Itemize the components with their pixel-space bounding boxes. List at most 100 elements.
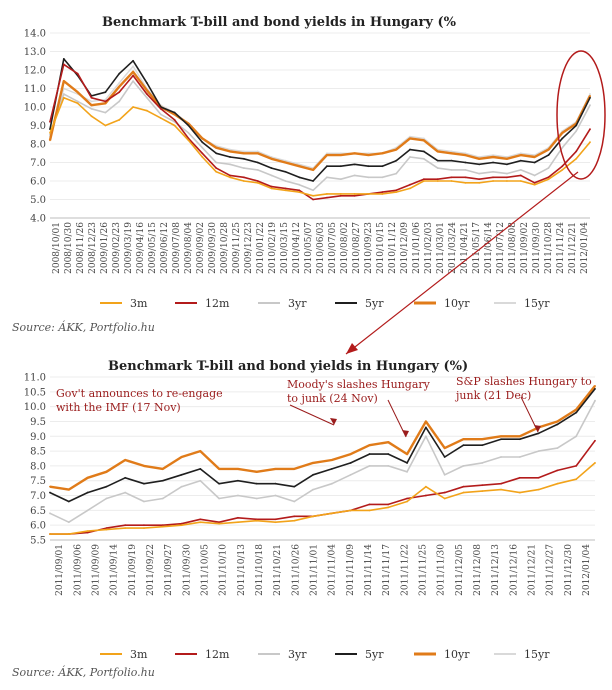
y-tick-label: 14.0	[24, 29, 46, 40]
data-point-12m	[443, 491, 446, 494]
data-point-12m	[62, 63, 65, 66]
data-point-3m	[242, 180, 245, 182]
data-point-3m	[367, 193, 370, 195]
data-point-5yr	[86, 491, 89, 494]
y-tick-label: 10.5	[24, 387, 46, 398]
top-chart-title: Benchmark T-bill and bond yields in Hung…	[102, 15, 457, 30]
data-point-12m	[556, 469, 559, 472]
data-point-10yr	[464, 154, 467, 157]
data-point-10yr	[161, 467, 164, 470]
x-tick-label: 2011/01/06	[412, 222, 422, 274]
data-point-5yr	[387, 453, 390, 455]
x-tick-label: 2009/02/23	[112, 222, 122, 274]
x-tick-label: 2009/07/08	[172, 222, 182, 274]
annotation-text: junk (21 Dec)	[454, 389, 531, 402]
data-point-3m	[575, 157, 578, 160]
data-point-12m	[326, 196, 328, 199]
data-point-3yr	[86, 509, 89, 512]
x-tick-label: 2011/10/26	[291, 544, 301, 596]
data-point-10yr	[62, 80, 65, 82]
data-point-3m	[256, 181, 259, 184]
y-tick-label: 13.0	[24, 47, 46, 58]
data-point-12m	[173, 119, 176, 121]
data-point-3m	[143, 527, 145, 530]
data-point-5yr	[368, 453, 371, 455]
data-point-3yr	[381, 176, 384, 179]
data-point-12m	[215, 167, 218, 169]
x-tick-label: 2011/10/05	[200, 544, 210, 596]
x-tick-label: 2009/10/28	[220, 222, 230, 274]
data-point-15yr	[464, 152, 467, 155]
data-point-5yr	[215, 152, 218, 155]
data-point-15yr	[132, 65, 134, 68]
data-point-12m	[256, 180, 259, 182]
data-point-3yr	[349, 473, 352, 476]
data-point-12m	[395, 189, 398, 192]
data-point-15yr	[519, 152, 522, 155]
data-point-3m	[395, 191, 398, 194]
data-point-12m	[104, 100, 107, 103]
data-point-3m	[368, 509, 371, 512]
y-tick-label: 10.0	[24, 103, 46, 114]
data-point-3yr	[218, 497, 221, 500]
data-point-5yr	[118, 72, 121, 75]
data-point-12m	[143, 524, 145, 527]
x-tick-label: 2011/12/30	[564, 544, 574, 596]
data-point-15yr	[409, 135, 411, 138]
data-point-15yr	[256, 150, 259, 153]
y-tick-label: 11.0	[24, 373, 46, 384]
y-tick-label: 9.0	[30, 121, 46, 132]
series-line-10yr	[48, 70, 592, 172]
data-point-12m	[146, 93, 148, 95]
annotation-arrowhead	[534, 425, 541, 432]
data-point-3m	[381, 193, 384, 195]
data-point-10yr	[118, 85, 121, 88]
x-tick-label: 2011/03/24	[448, 222, 458, 274]
data-point-12m	[387, 503, 390, 506]
data-point-10yr	[381, 152, 384, 155]
data-point-3m	[462, 491, 465, 494]
data-point-5yr	[481, 444, 484, 447]
x-tick-label: 2011/09/09	[91, 544, 101, 596]
data-point-15yr	[339, 152, 342, 155]
legend-label-10yr: 10yr	[444, 648, 470, 661]
annotation-arrowhead	[402, 430, 409, 437]
data-point-3m	[180, 524, 183, 527]
data-point-3yr	[330, 482, 333, 485]
data-point-12m	[76, 72, 79, 75]
data-point-12m	[284, 187, 287, 190]
data-point-3yr	[49, 512, 51, 515]
x-tick-label: 2010/04/12	[292, 222, 302, 274]
data-point-3m	[312, 194, 314, 197]
data-point-5yr	[575, 411, 578, 414]
bottom-chart-grid	[50, 376, 595, 541]
data-point-5yr	[105, 485, 108, 488]
data-point-10yr	[422, 139, 425, 142]
y-tick-label: 8.0	[30, 461, 46, 472]
x-tick-label: 2011/09/27	[164, 544, 174, 596]
data-point-10yr	[270, 157, 273, 160]
y-tick-label: 9.0	[30, 432, 46, 443]
data-point-3yr	[180, 485, 183, 488]
data-point-5yr	[367, 165, 370, 168]
data-point-15yr	[492, 154, 494, 157]
x-tick-label: 2011/12/21	[568, 222, 578, 274]
data-point-5yr	[462, 444, 465, 447]
bottom-chart-series	[49, 384, 596, 535]
data-point-5yr	[422, 150, 425, 153]
data-point-3m	[293, 519, 296, 522]
x-tick-label: 2011/10/21	[273, 544, 283, 596]
x-tick-label: 2009/03/19	[124, 222, 134, 274]
y-tick-label: 7.0	[30, 491, 46, 502]
data-point-3m	[594, 462, 596, 464]
data-point-3m	[443, 497, 446, 500]
data-point-3yr	[146, 96, 148, 99]
data-point-12m	[124, 524, 127, 527]
data-point-5yr	[381, 165, 384, 168]
bottom-chart-title: Benchmark T-bill and bond yields in Hung…	[108, 359, 468, 374]
data-point-3m	[506, 180, 508, 182]
data-point-3yr	[298, 183, 301, 186]
data-point-5yr	[312, 473, 315, 476]
data-point-10yr	[215, 146, 218, 149]
